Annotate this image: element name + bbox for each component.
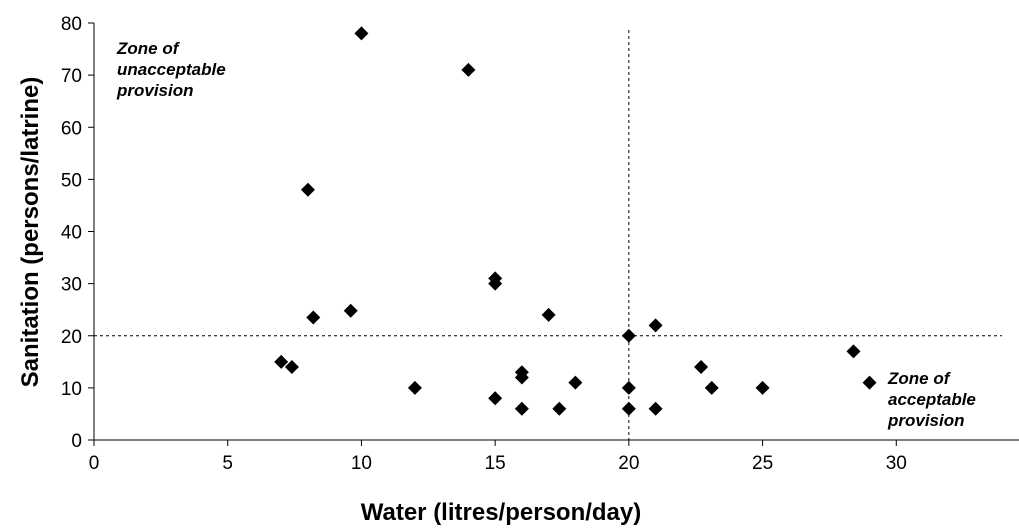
data-point [541,307,556,322]
data-point [621,380,636,395]
y-tick-label: 70 [61,66,82,87]
zone-annotation-line: provision [116,81,194,100]
x-tick-label: 5 [222,453,233,474]
x-tick-label: 25 [752,453,773,474]
data-point [354,26,369,41]
zone-annotation: Zone of unacceptable provision [116,39,226,100]
data-point [488,391,503,406]
data-point [552,401,567,416]
data-point [621,328,636,343]
x-tick-label: 15 [485,453,506,474]
data-point [568,375,583,390]
data-point [274,354,289,369]
data-point [704,380,719,395]
data-point [648,401,663,416]
x-axis-title: Water (litres/person/day) [361,499,642,526]
data-point [514,370,529,385]
data-point [300,182,315,197]
x-axis: 05101520253035 [89,440,907,474]
zone-annotation-line: Zone of [116,39,181,58]
data-point [306,310,321,325]
y-tick-label: 80 [61,14,82,35]
data-point [846,344,861,359]
data-point [407,380,422,395]
plot-area [93,23,1019,441]
data-point [343,303,358,318]
x-tick-label: 0 [89,453,100,474]
data-point [755,380,770,395]
zone-annotations: Zone of unacceptable provision Zone of accep… [116,39,976,430]
x-tick-label: 30 [886,453,907,474]
x-tick-label: 10 [351,453,372,474]
data-point [514,401,529,416]
zone-annotation-line: unacceptable [117,60,226,79]
data-point [284,360,299,375]
y-tick-label: 0 [71,431,82,452]
data-point [461,62,476,77]
y-tick-label: 30 [61,275,82,296]
data-points [274,26,877,416]
reference-lines [94,30,1002,440]
y-tick-label: 10 [61,379,82,400]
x-tick-label: 20 [618,453,639,474]
data-point [648,318,663,333]
zone-annotation-line: Zone of [887,369,952,388]
data-point [488,276,503,291]
zone-annotation-line: acceptable [888,390,976,409]
y-axis: 0 10 20 30 40 50 60 70 80 [61,14,94,452]
data-point [694,360,709,375]
y-tick-label: 50 [61,170,82,191]
zone-annotation: Zone of acceptable provision [887,369,976,430]
y-tick-label: 60 [61,118,82,139]
zone-annotation-line: provision [887,411,965,430]
y-tick-label: 40 [61,223,82,244]
data-point [621,401,636,416]
y-axis-title: Sanitation (persons/latrine) [17,77,44,388]
data-point [862,375,877,390]
y-tick-label: 20 [61,327,82,348]
